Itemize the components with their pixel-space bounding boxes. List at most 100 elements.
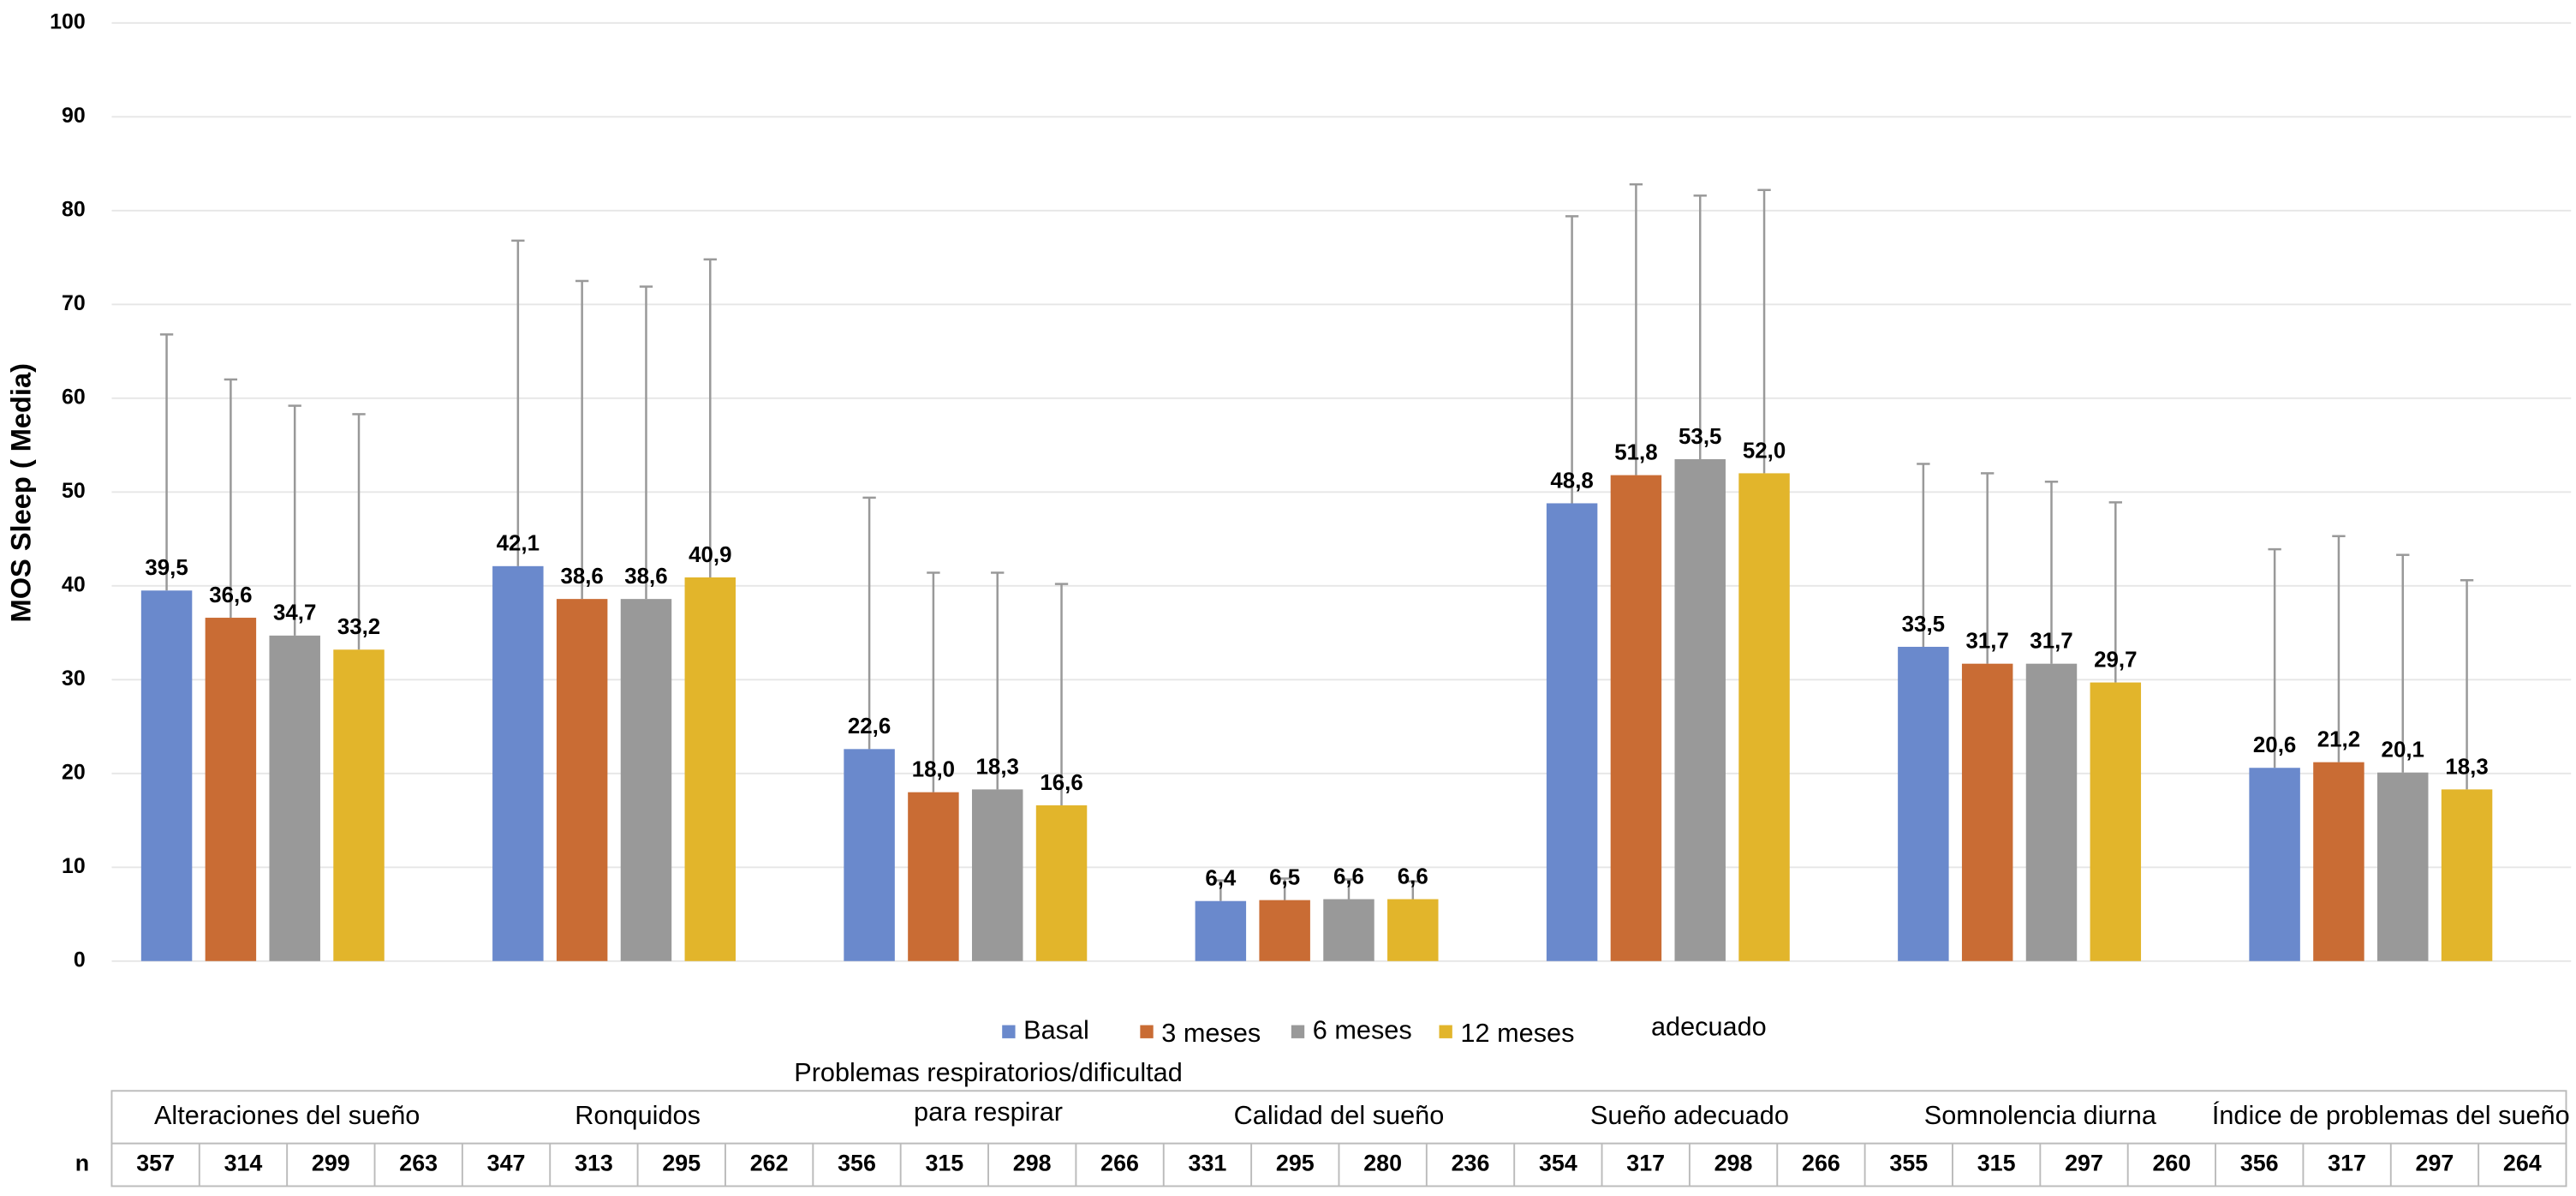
category-label: Somnolencia diurna (1924, 1100, 2157, 1130)
bar (269, 635, 320, 961)
table-row-label: n (75, 1151, 89, 1176)
n-value: 347 (487, 1151, 526, 1176)
bar (684, 577, 736, 961)
value-label: 39,5 (145, 556, 188, 580)
value-label: 33,5 (1902, 613, 1945, 637)
value-label: 6,5 (1269, 866, 1300, 890)
bar (2377, 772, 2429, 961)
y-tick-label: 50 (62, 479, 86, 503)
n-value: 356 (838, 1151, 876, 1176)
value-label: 18,3 (2445, 755, 2488, 779)
n-value: 264 (2503, 1151, 2542, 1176)
n-value: 299 (312, 1151, 350, 1176)
bar (2313, 762, 2364, 961)
bar (1195, 900, 1247, 961)
category-label: Alteraciones del sueño (154, 1100, 420, 1130)
value-label: 22,6 (848, 715, 891, 739)
annotation: adecuado (1651, 1012, 1767, 1042)
bar (1610, 475, 1662, 961)
n-value: 295 (1276, 1151, 1315, 1176)
bar (492, 565, 544, 961)
value-label: 33,2 (337, 615, 380, 639)
n-value: 266 (1802, 1151, 1840, 1176)
n-value: 315 (925, 1151, 963, 1176)
n-value: 262 (750, 1151, 789, 1176)
y-axis-title: MOS Sleep ( Media) (4, 363, 36, 622)
y-tick-label: 10 (62, 854, 86, 878)
bar (1035, 805, 1088, 961)
value-label: 40,9 (689, 543, 731, 567)
n-value: 331 (1189, 1151, 1227, 1176)
value-label: 38,6 (560, 565, 603, 589)
bar (2249, 768, 2300, 961)
value-label: 31,7 (2030, 630, 2072, 654)
bar (140, 590, 193, 961)
value-label: 6,4 (1205, 867, 1237, 891)
n-value: 298 (1013, 1151, 1052, 1176)
value-label: 16,6 (1040, 771, 1082, 795)
bar (1323, 899, 1374, 961)
n-value: 317 (2328, 1151, 2366, 1176)
n-value: 314 (224, 1151, 263, 1176)
n-value: 313 (575, 1151, 613, 1176)
legend-swatch (1002, 1025, 1016, 1038)
value-label: 29,7 (2094, 649, 2137, 673)
value-label: 52,0 (1743, 439, 1786, 463)
y-tick-label: 90 (62, 104, 86, 128)
n-value: 295 (662, 1151, 701, 1176)
bar (2090, 682, 2142, 961)
value-label: 34,7 (273, 601, 316, 625)
legend-swatch (1439, 1025, 1452, 1038)
value-label: 53,5 (1679, 425, 1721, 449)
value-label: 31,7 (1965, 630, 2008, 654)
value-label: 21,2 (2317, 728, 2360, 752)
value-label: 36,6 (209, 583, 252, 607)
n-value: 357 (136, 1151, 175, 1176)
bar (1259, 900, 1310, 961)
bar (1674, 458, 1726, 961)
bar (556, 599, 608, 961)
category-label: Calidad del sueño (1234, 1100, 1445, 1130)
legend-label: Basal (1023, 1014, 1089, 1044)
legend-label: 6 meses (1313, 1014, 1412, 1044)
value-label: 18,3 (976, 755, 1019, 779)
n-value: 266 (1100, 1151, 1139, 1176)
n-value: 355 (1889, 1151, 1928, 1176)
value-label: 38,6 (624, 565, 667, 589)
legend-swatch (1291, 1025, 1305, 1038)
legend-swatch (1140, 1025, 1154, 1038)
category-label: Índice de problemas del sueño (2212, 1100, 2570, 1130)
value-label: 48,8 (1550, 469, 1593, 493)
n-value: 263 (399, 1151, 438, 1176)
bar (620, 599, 672, 961)
bar (1546, 503, 1598, 961)
n-value: 315 (1977, 1151, 2016, 1176)
value-label: 20,1 (2382, 739, 2424, 762)
legend-label: 12 meses (1460, 1018, 1574, 1048)
bar (1387, 899, 1439, 961)
value-label: 20,6 (2253, 733, 2296, 757)
bar (844, 749, 895, 961)
bar (1961, 663, 2013, 961)
value-label: 18,0 (912, 758, 955, 782)
category-label: Ronquidos (575, 1100, 701, 1130)
bar (2025, 663, 2078, 961)
n-value: 298 (1714, 1151, 1753, 1176)
n-value: 236 (1452, 1151, 1490, 1176)
category-label: Sueño adecuado (1590, 1100, 1789, 1130)
bar (1898, 646, 1949, 961)
n-value: 317 (1626, 1151, 1665, 1176)
y-tick-label: 30 (62, 667, 86, 691)
y-tick-label: 20 (62, 760, 86, 784)
value-label: 6,6 (1333, 864, 1364, 888)
category-label: Problemas respiratorios/dificultad para r… (794, 1057, 1183, 1127)
legend-label: 3 meses (1161, 1018, 1261, 1048)
y-tick-label: 70 (62, 291, 86, 315)
n-value: 260 (2152, 1151, 2191, 1176)
n-value: 297 (2065, 1151, 2103, 1176)
bar (971, 789, 1023, 961)
n-value: 354 (1539, 1151, 1577, 1176)
n-value: 356 (2240, 1151, 2279, 1176)
